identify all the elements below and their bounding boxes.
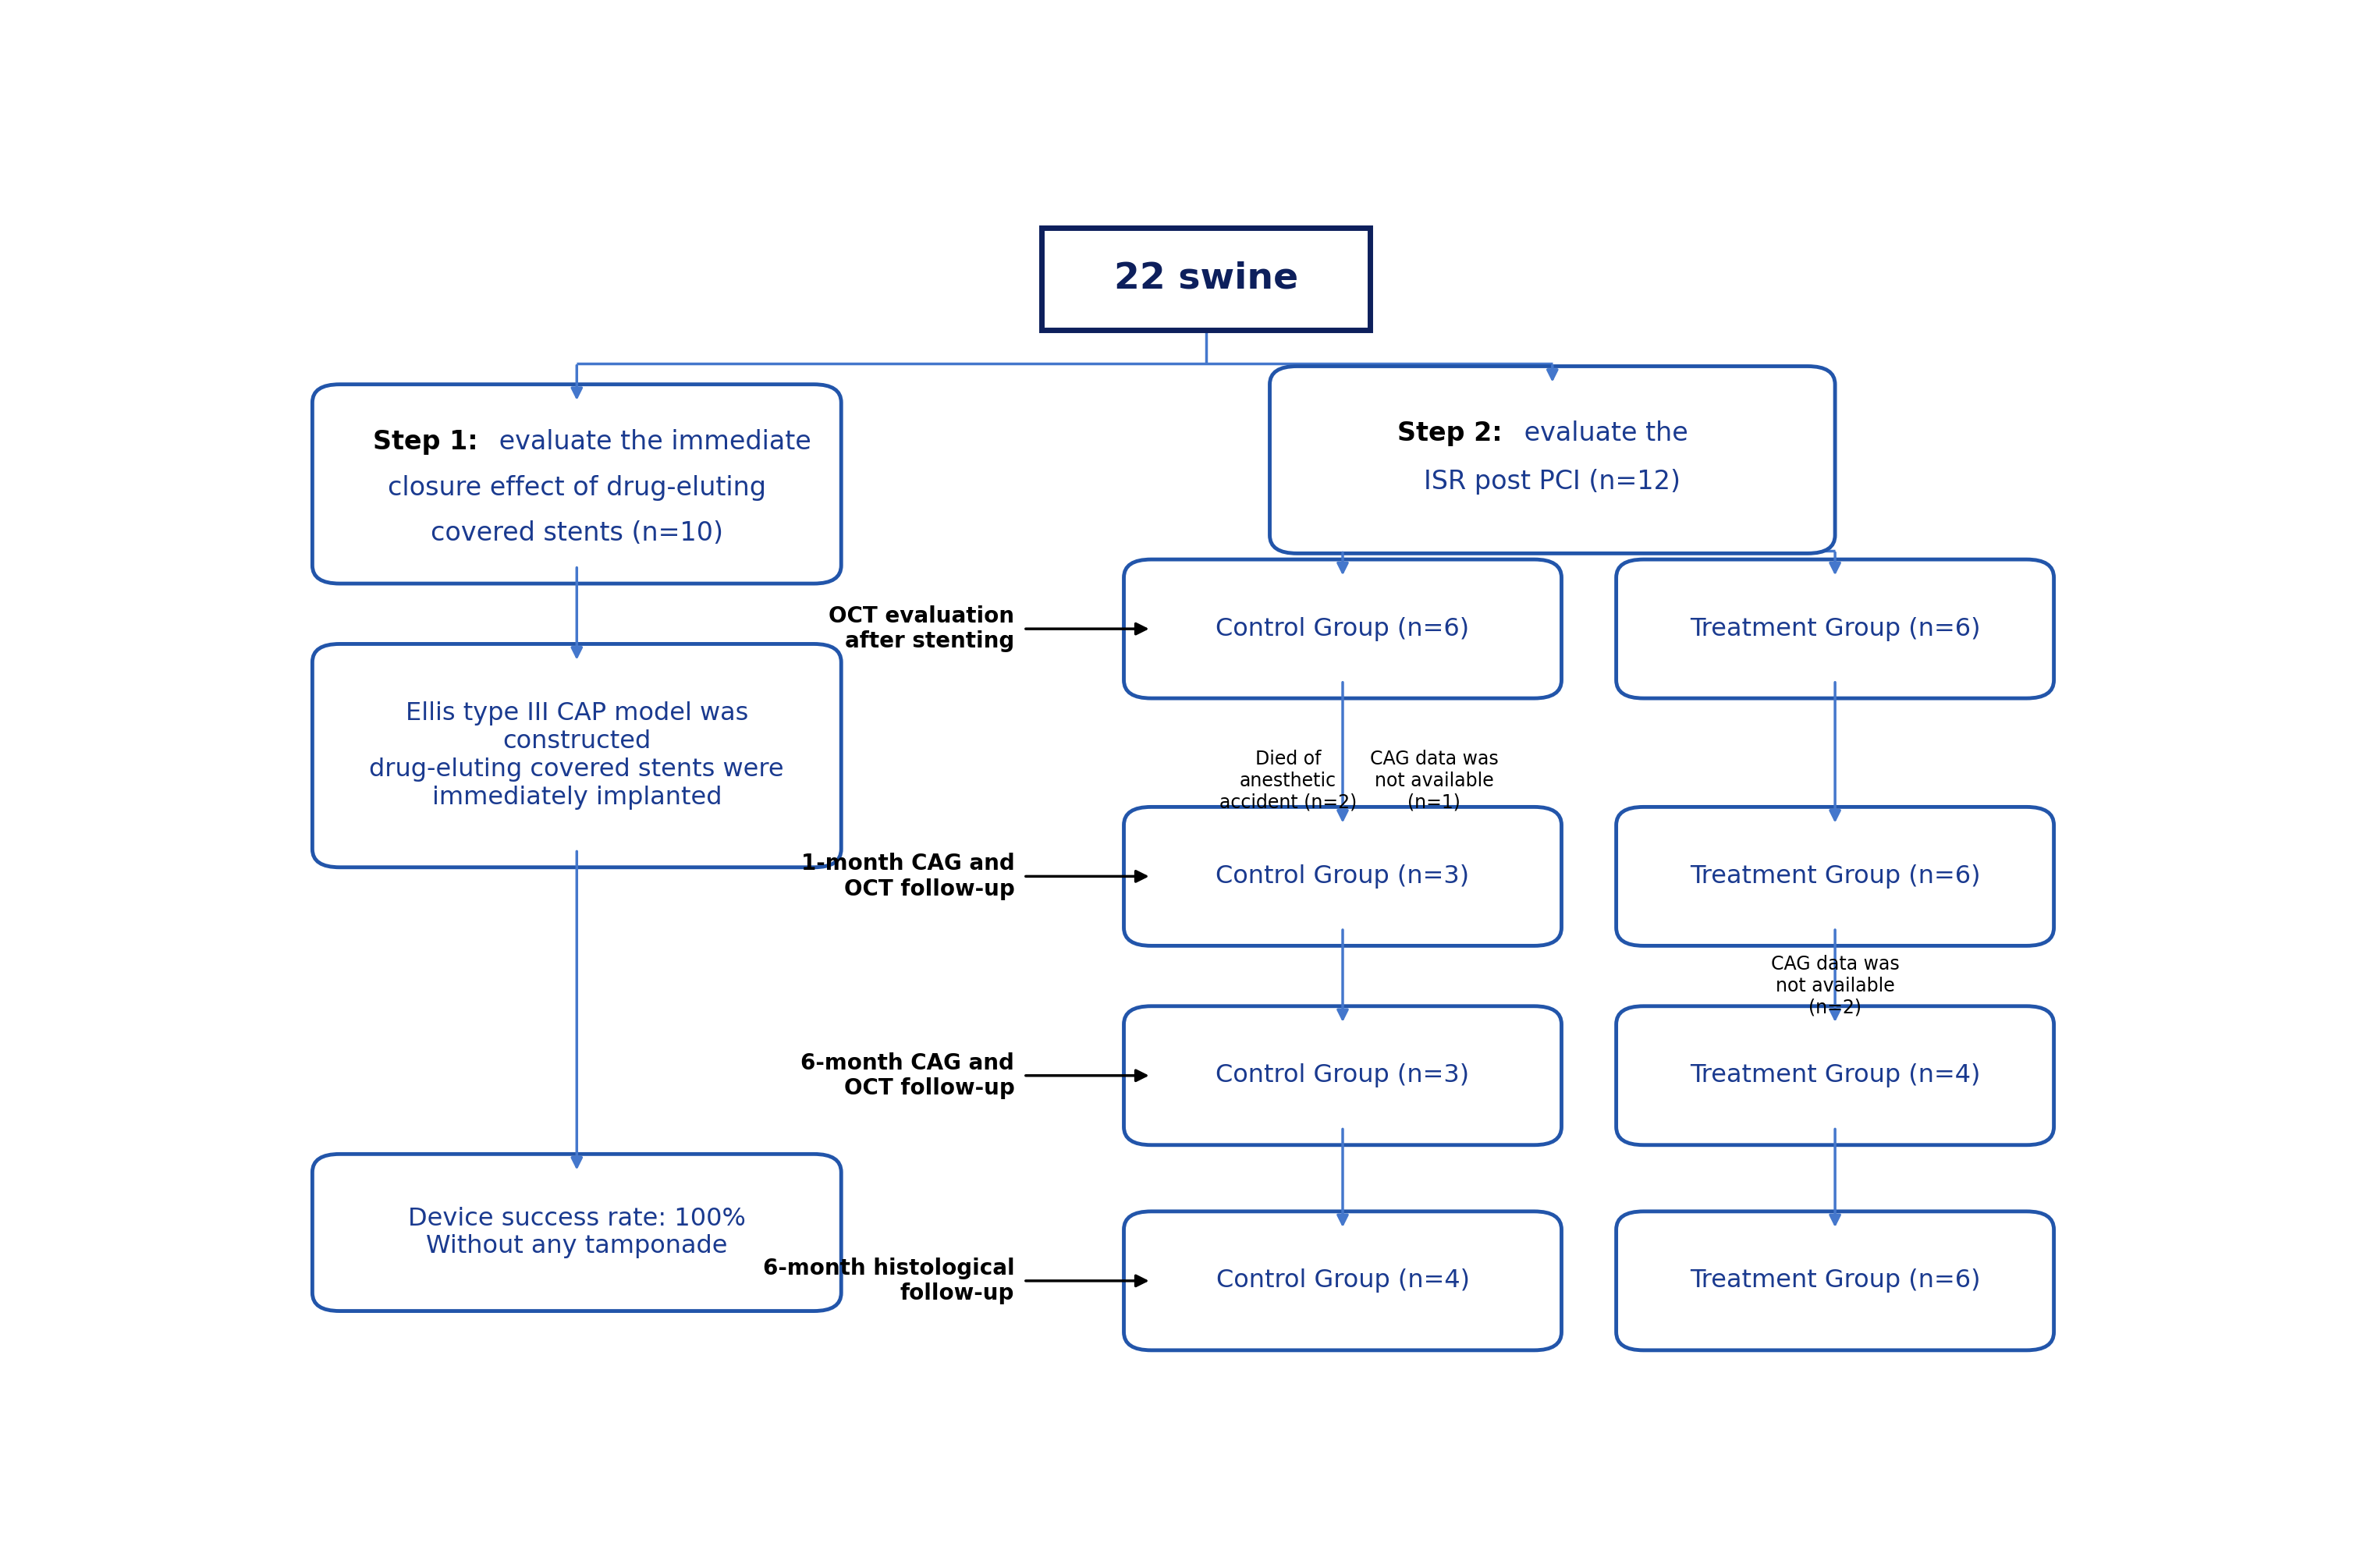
FancyBboxPatch shape bbox=[313, 1154, 842, 1311]
FancyBboxPatch shape bbox=[1271, 367, 1835, 554]
Text: Treatment Group (n=6): Treatment Group (n=6) bbox=[1689, 864, 1981, 889]
Text: Control Group (n=6): Control Group (n=6) bbox=[1217, 616, 1471, 641]
Text: CAG data was
not available
(n=2): CAG data was not available (n=2) bbox=[1772, 955, 1899, 1018]
FancyBboxPatch shape bbox=[1617, 1212, 2054, 1350]
FancyBboxPatch shape bbox=[1125, 808, 1562, 946]
Text: Treatment Group (n=6): Treatment Group (n=6) bbox=[1689, 616, 1981, 641]
Text: Control Group (n=3): Control Group (n=3) bbox=[1217, 864, 1471, 889]
FancyBboxPatch shape bbox=[313, 644, 842, 867]
Text: Control Group (n=3): Control Group (n=3) bbox=[1217, 1063, 1471, 1088]
Text: Treatment Group (n=6): Treatment Group (n=6) bbox=[1689, 1269, 1981, 1294]
Text: Control Group (n=4): Control Group (n=4) bbox=[1217, 1269, 1471, 1294]
Text: 1-month CAG and
OCT follow-up: 1-month CAG and OCT follow-up bbox=[800, 853, 1014, 900]
Text: Device success rate: 100%
Without any tamponade: Device success rate: 100% Without any ta… bbox=[407, 1206, 746, 1259]
Text: covered stents (n=10): covered stents (n=10) bbox=[431, 521, 722, 546]
FancyBboxPatch shape bbox=[1125, 1007, 1562, 1145]
Text: Step 2:: Step 2: bbox=[1398, 420, 1504, 447]
Text: evaluate the: evaluate the bbox=[1515, 420, 1687, 447]
Text: Ellis type III CAP model was
constructed
drug-eluting covered stents were
immedi: Ellis type III CAP model was constructed… bbox=[369, 701, 784, 809]
FancyBboxPatch shape bbox=[1617, 560, 2054, 698]
Text: Step 1:: Step 1: bbox=[372, 428, 478, 455]
Text: Died of
anesthetic
accident (n=2): Died of anesthetic accident (n=2) bbox=[1219, 750, 1358, 812]
FancyBboxPatch shape bbox=[1125, 560, 1562, 698]
Text: 6-month CAG and
OCT follow-up: 6-month CAG and OCT follow-up bbox=[800, 1052, 1014, 1099]
FancyBboxPatch shape bbox=[1617, 1007, 2054, 1145]
FancyBboxPatch shape bbox=[313, 384, 842, 583]
Text: ISR post PCI (n=12): ISR post PCI (n=12) bbox=[1424, 469, 1680, 494]
Text: CAG data was
not available
(n=1): CAG data was not available (n=1) bbox=[1369, 750, 1499, 812]
FancyBboxPatch shape bbox=[1617, 808, 2054, 946]
FancyBboxPatch shape bbox=[1042, 227, 1369, 329]
Text: 6-month histological
follow-up: 6-month histological follow-up bbox=[762, 1258, 1014, 1305]
Text: evaluate the immediate: evaluate the immediate bbox=[492, 428, 812, 455]
Text: Treatment Group (n=4): Treatment Group (n=4) bbox=[1689, 1063, 1981, 1088]
Text: closure effect of drug-eluting: closure effect of drug-eluting bbox=[388, 475, 767, 500]
Text: OCT evaluation
after stenting: OCT evaluation after stenting bbox=[828, 605, 1014, 652]
Text: 22 swine: 22 swine bbox=[1113, 262, 1299, 296]
FancyBboxPatch shape bbox=[1125, 1212, 1562, 1350]
